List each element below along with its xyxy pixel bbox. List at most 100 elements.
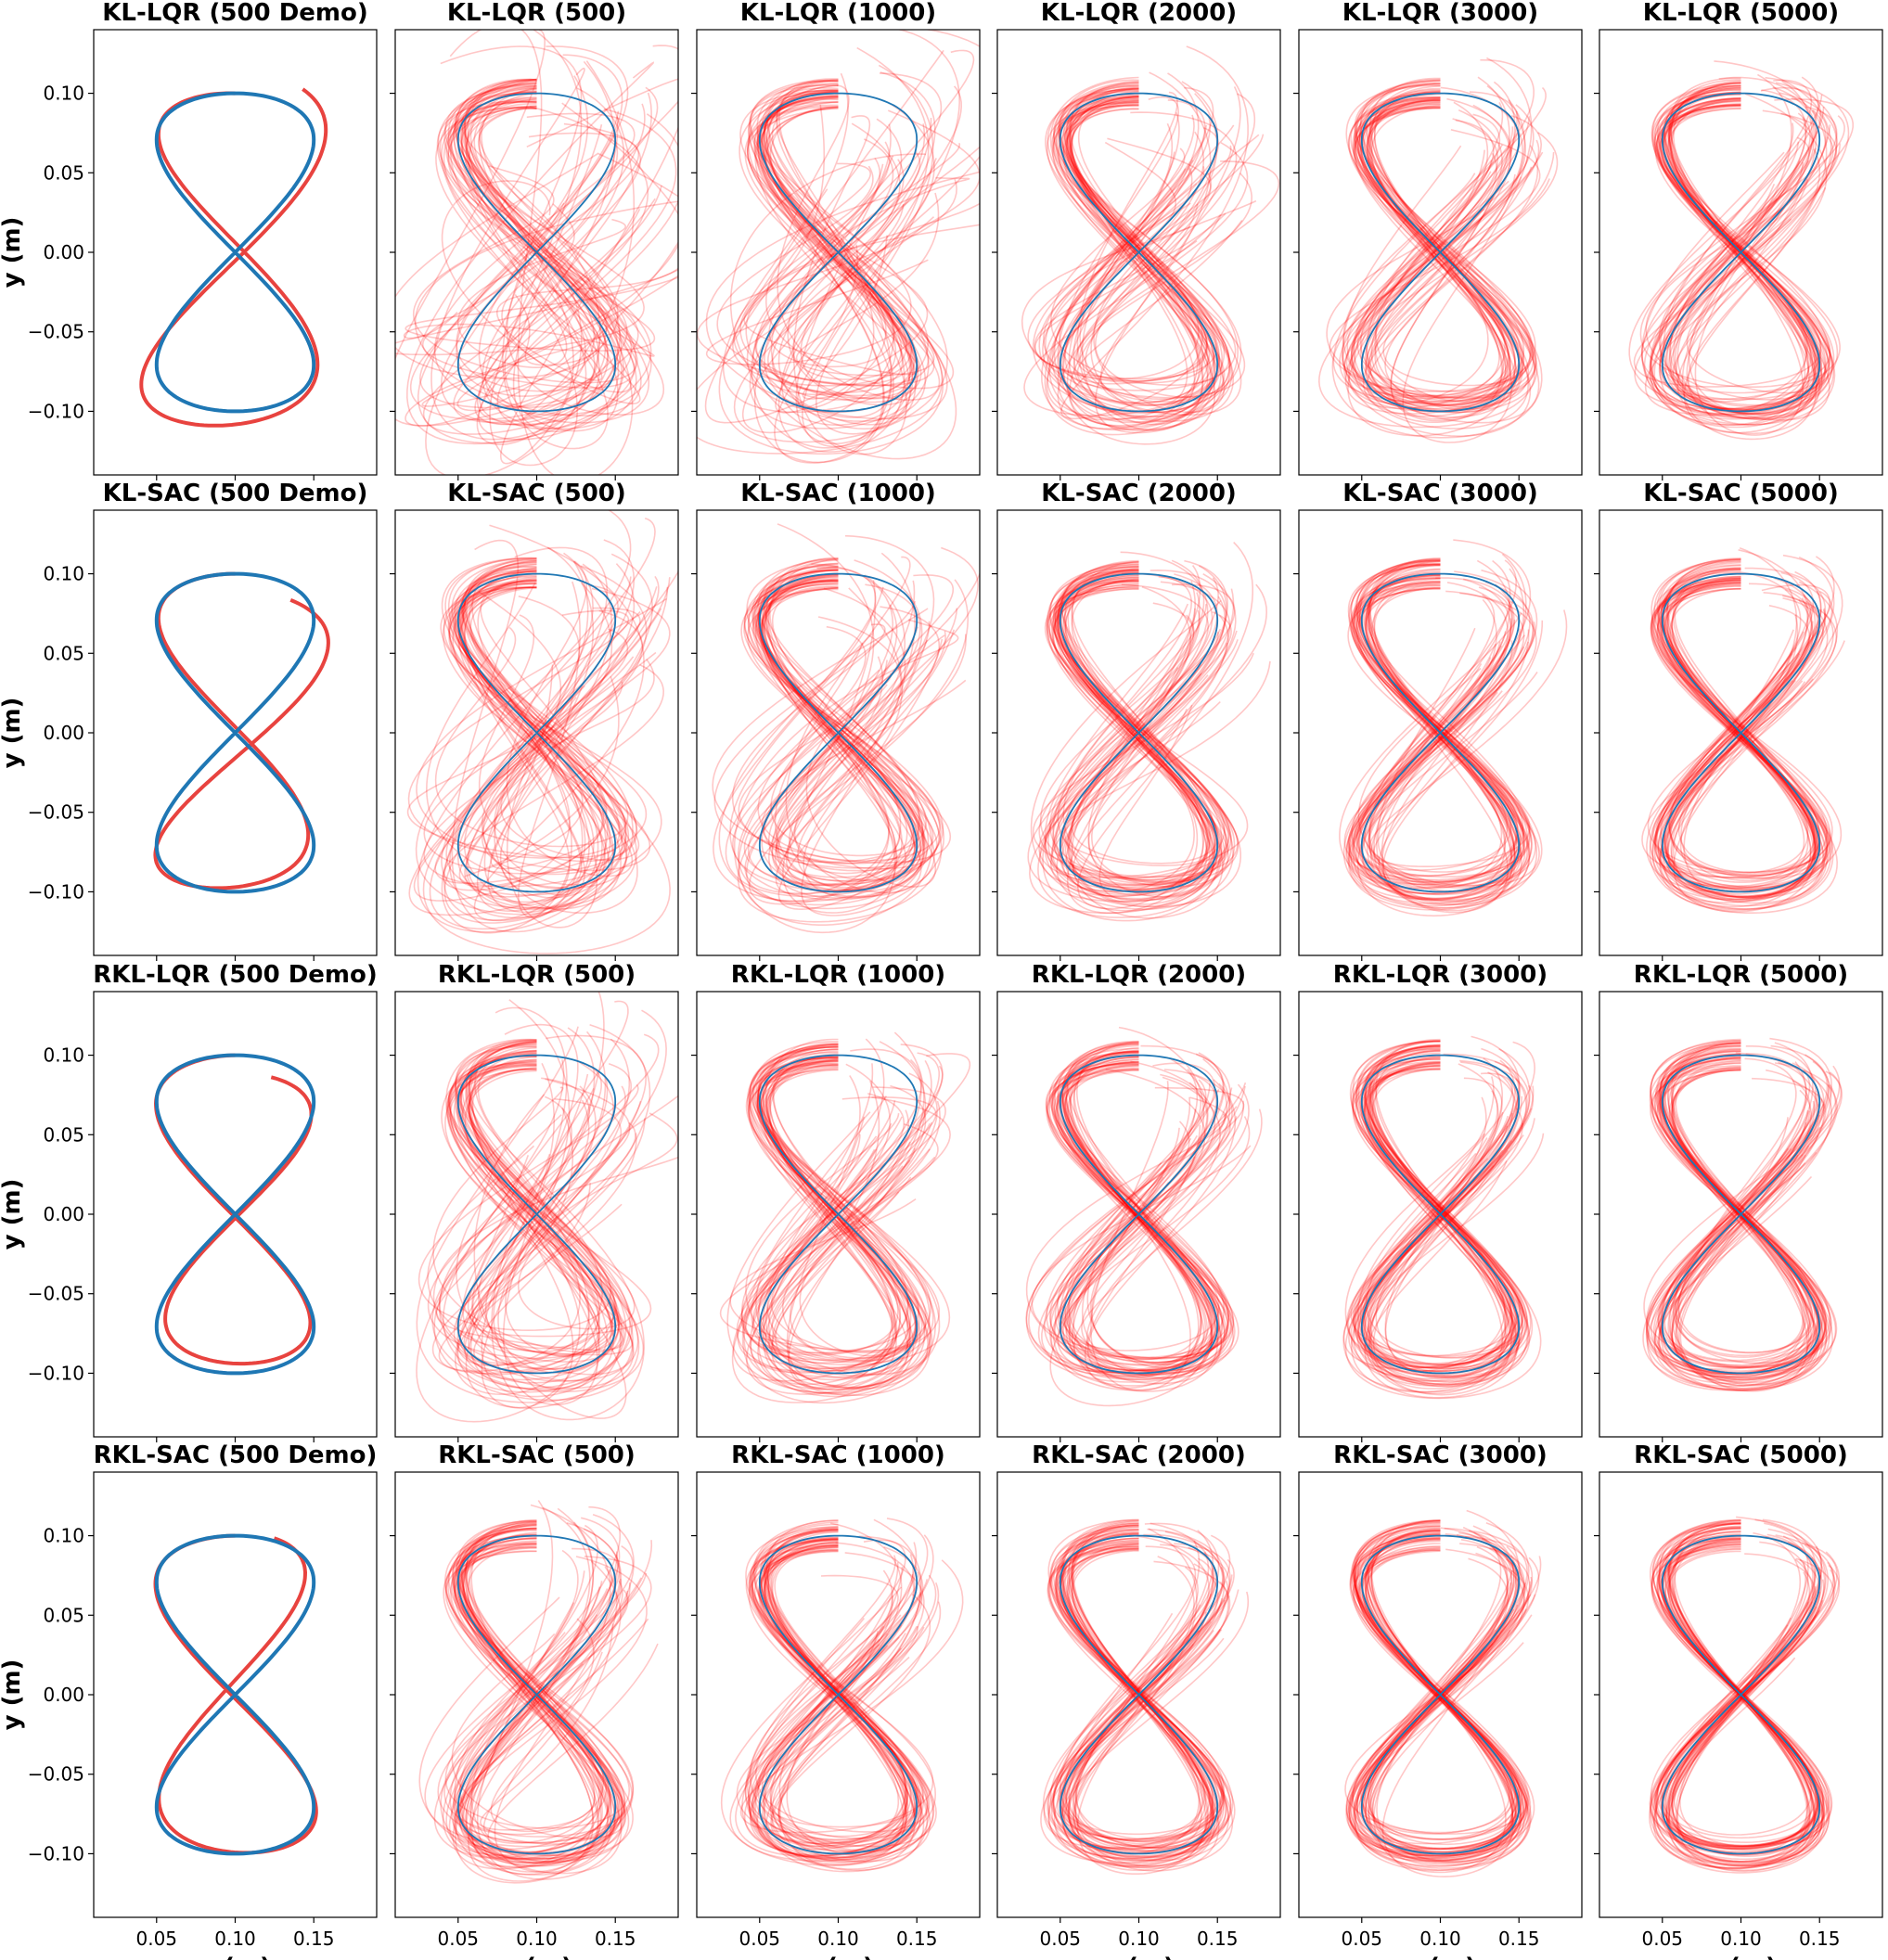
rollout-trajectory: [455, 1520, 618, 1884]
rollout-trajectory: [1355, 1538, 1540, 1851]
rollout-trajectory: [442, 1527, 619, 1868]
rollout-trajectory: [464, 78, 642, 432]
subplot-rkl-lqr-1000: RKL-LQR (1000): [691, 961, 981, 1442]
rollout-trajectory: [1037, 1051, 1233, 1378]
rollout-trajectory: [459, 1545, 618, 1836]
x-tick-label: 0.15: [1498, 1928, 1540, 1950]
rollout-trajectory: [1655, 105, 1827, 415]
rollout-trajectory: [1369, 1038, 1512, 1396]
rollout-trajectory: [1654, 579, 1833, 891]
rollout-trajectory: [417, 518, 656, 933]
rollout-trajectory: [462, 1504, 611, 1874]
rollout-trajectory: [1037, 562, 1223, 918]
subplot-title: RKL-LQR (5000): [1634, 961, 1848, 989]
rollout-trajectory: [1348, 559, 1538, 904]
subplot-rkl-lqr-2000: RKL-LQR (2000): [992, 961, 1281, 1442]
rollout-trajectory: [442, 580, 640, 861]
rollout-trajectory: [1646, 1062, 1843, 1374]
rollout-trajectory: [1027, 101, 1209, 382]
rollout-trajectory: [748, 1544, 937, 1848]
rollout-trajectory: [764, 71, 936, 427]
rollout-trajectory: [1651, 584, 1829, 876]
rollout-trajectory: [1038, 563, 1235, 887]
rollout-trajectory: [1348, 1519, 1531, 1865]
x-tick-label: 0.10: [1419, 1928, 1461, 1950]
rollout-trajectory: [1347, 1535, 1542, 1860]
rollout-trajectory: [722, 108, 930, 414]
rollout-trajectory: [751, 1054, 896, 1364]
rollout-trajectory: [749, 1518, 922, 1859]
rollout-trajectory: [443, 78, 600, 366]
rollout-trajectory: [1667, 107, 1821, 403]
rollout-trajectory: [456, 108, 640, 392]
rollout-trajectory: [1650, 1521, 1840, 1867]
rollout-trajectory: [1057, 568, 1210, 898]
rollout-trajectory: [1653, 1531, 1825, 1856]
rollout-trajectory: [1649, 80, 1825, 426]
x-tick-label: 0.10: [516, 1928, 558, 1950]
rollout-trajectory: [726, 1059, 941, 1394]
subplot-kl-sac-2000: KL-SAC (2000): [992, 480, 1281, 961]
rollout-trajectory: [1366, 1069, 1518, 1359]
rollout-trajectory: [1655, 103, 1819, 415]
rollout-trajectory: [456, 524, 645, 921]
x-tick-label: 0.15: [896, 1928, 938, 1950]
rollout-trajectory: [720, 1540, 930, 1866]
rollout-trajectory: [1354, 83, 1511, 413]
rollout-trajectory: [1665, 1518, 1823, 1870]
rollout-trajectory: [1658, 1531, 1829, 1864]
subplot-title: KL-LQR (500): [447, 0, 626, 27]
rollout-trajectory: [729, 567, 917, 901]
rollout-trajectory: [1342, 83, 1532, 438]
rollout-trajectory: [1661, 564, 1814, 898]
rollout-trajectory: [1062, 1544, 1205, 1840]
rollout-trajectory: [464, 54, 650, 424]
rollout-trajectory: [765, 1059, 893, 1390]
rollout-trajectory: [1032, 90, 1233, 418]
rollout-trajectory: [1361, 587, 1538, 886]
rollout-trajectory: [1650, 86, 1830, 416]
rollout-trajectory: [1072, 1056, 1191, 1391]
rollout-trajectory: [1634, 91, 1839, 410]
subplot-title: KL-SAC (500 Demo): [103, 480, 368, 507]
rollout-trajectory: [1659, 1055, 1826, 1378]
rollout-trajectory: [1347, 582, 1525, 883]
rollout-trajectory: [406, 582, 623, 859]
rollout-trajectory: [445, 1522, 622, 1861]
rollout-trajectory: [1032, 568, 1254, 878]
rollout-trajectory: [1653, 568, 1829, 907]
rollout-trajectory: [427, 1064, 623, 1363]
rollout-trajectory: [743, 1064, 931, 1390]
subplot-kl-lqr-3000: KL-LQR (3000): [1293, 0, 1583, 480]
rollout-trajectory: [405, 61, 654, 445]
rollout-trajectory: [464, 1520, 599, 1863]
rollout-trajectory: [757, 569, 967, 883]
rollout-trajectory: [1354, 1046, 1529, 1373]
rollout-trajectory: [451, 1528, 610, 1854]
rollout-trajectory: [1065, 1055, 1223, 1379]
rollout-trajectory: [1062, 1529, 1226, 1857]
rollout-trajectory: [449, 575, 644, 876]
rollout-trajectory: [1350, 91, 1520, 407]
rollout-trajectory: [741, 100, 932, 434]
rollout-trajectory: [421, 80, 636, 389]
rollout-trajectory: [1367, 1065, 1522, 1366]
rollout-trajectory: [1068, 1520, 1220, 1875]
rollout-trajectory: [1660, 1067, 1819, 1366]
rollout-trajectory: [1028, 571, 1237, 915]
rollout-trajectory: [1060, 1518, 1220, 1872]
rollout-trajectory: [1055, 96, 1226, 398]
rollout-trajectory: [1069, 108, 1280, 380]
rollout-trajectory: [469, 1056, 590, 1353]
rollout-trajectory: [1351, 1041, 1536, 1393]
rollout-trajectory: [1656, 549, 1832, 912]
rollout-trajectory: [1348, 563, 1526, 893]
plot-area: [1342, 1035, 1545, 1400]
rollout-trajectory: [733, 30, 980, 443]
rollout-trajectory: [1353, 83, 1538, 414]
subplot-title: KL-SAC (1000): [740, 480, 936, 507]
rollout-trajectory: [1047, 1534, 1232, 1851]
rollout-trajectory: [1641, 583, 1838, 878]
rollout-trajectory: [1071, 1547, 1208, 1845]
rollout-trajectory: [745, 80, 980, 426]
